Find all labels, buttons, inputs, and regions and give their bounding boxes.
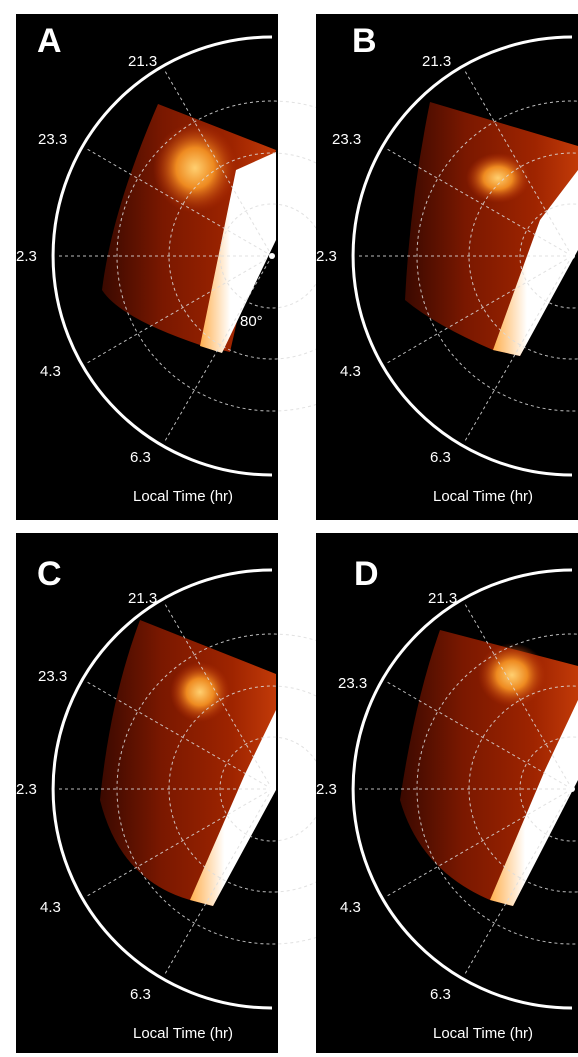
tick-label: 21.3	[128, 53, 157, 70]
tick-label: 21.3	[128, 590, 157, 607]
auroral-brightening	[466, 153, 530, 203]
tick-label: 23.3	[38, 668, 67, 685]
tick-label: 2.3	[316, 781, 337, 798]
outer-circle	[351, 568, 573, 1010]
sunlit-limb	[190, 710, 276, 906]
panel-d: D 21.3 23.3 2.3 4.3 6.3 Local Time (hr)	[316, 533, 578, 1053]
tick-label: 21.3	[422, 53, 451, 70]
tick-label: 2.3	[16, 248, 37, 265]
panel-label: B	[352, 22, 377, 60]
tick-label: 4.3	[340, 899, 361, 916]
tick-label: 23.3	[38, 131, 67, 148]
panel-b: B 21.3 23.3 2.3 4.3 6.3 Local Time (hr)	[316, 14, 578, 520]
pole-marker	[269, 786, 275, 792]
x-axis-label: Local Time (hr)	[433, 488, 533, 505]
tick-label: 23.3	[332, 131, 361, 148]
grid-circles	[416, 633, 578, 945]
tick-label: 6.3	[430, 986, 451, 1003]
tick-label: 4.3	[40, 899, 61, 916]
pole-marker	[569, 253, 575, 259]
x-axis-label: Local Time (hr)	[433, 1025, 533, 1042]
panel-a: A 21.3 23.3 2.3 4.3 6.3 80° Local Time (…	[16, 14, 428, 520]
sunlit-limb	[493, 170, 578, 356]
outer-circle	[51, 35, 273, 477]
x-axis-label: Local Time (hr)	[133, 1025, 233, 1042]
tick-label: 6.3	[430, 449, 451, 466]
tick-label: 21.3	[428, 590, 457, 607]
tick-label: 6.3	[130, 449, 151, 466]
pole-marker	[269, 253, 275, 259]
sunlit-limb	[200, 152, 276, 353]
auroral-brightening	[478, 643, 546, 707]
auroral-brightening	[153, 123, 237, 213]
tick-label: 2.3	[316, 248, 337, 265]
outer-circle	[351, 35, 573, 477]
outer-circle	[51, 568, 273, 1010]
panel-label: C	[37, 555, 62, 593]
panel-label: A	[37, 22, 62, 60]
tick-label: 23.3	[338, 675, 367, 692]
tick-label: 2.3	[16, 781, 37, 798]
grid-circles	[416, 100, 578, 412]
pole-marker	[569, 786, 575, 792]
auroral-brightening	[170, 662, 230, 722]
x-axis-label: Local Time (hr)	[133, 488, 233, 505]
tick-label: 4.3	[40, 363, 61, 380]
panel-c: C 21.3 23.3 2.3 4.3 6.3 Local Time (hr)	[16, 533, 428, 1053]
tick-label: 4.3	[340, 363, 361, 380]
latitude-label: 80°	[240, 313, 263, 330]
sunlit-limb	[490, 700, 578, 906]
tick-label: 6.3	[130, 986, 151, 1003]
panel-label: D	[354, 555, 379, 593]
